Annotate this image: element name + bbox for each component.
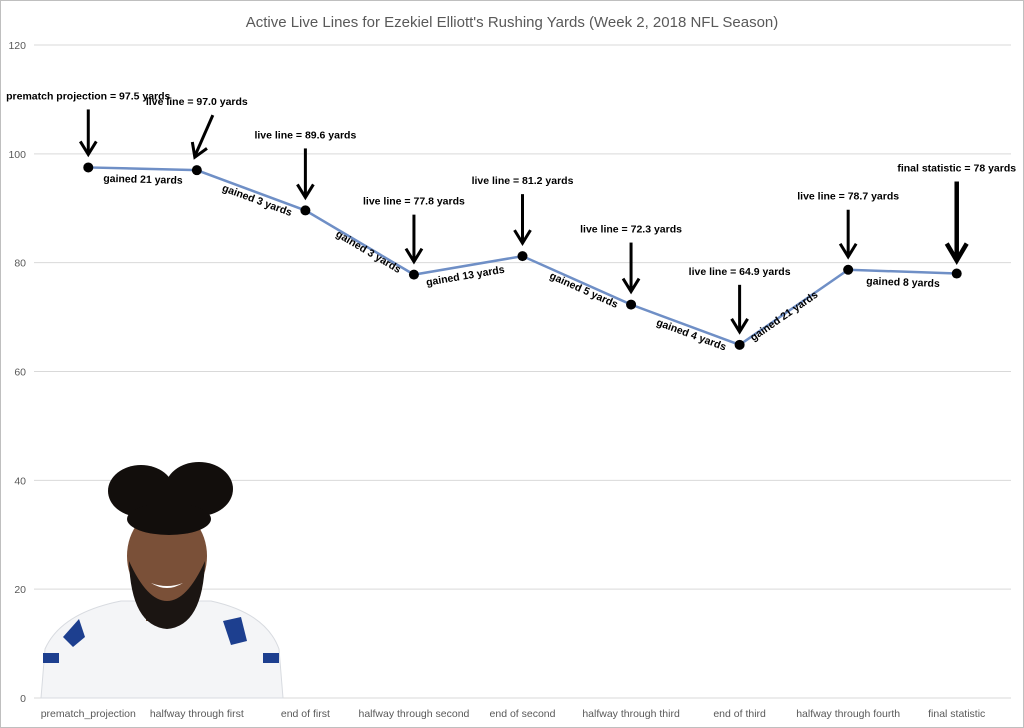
annotation-arrow-head [838, 242, 858, 260]
segment-label: gained 5 yards [548, 270, 620, 311]
point-label: live line = 89.6 yards [254, 129, 356, 141]
annotation-arrow-head [404, 247, 424, 265]
sleeve-stripe [43, 653, 59, 663]
jersey-number-shape [63, 619, 85, 647]
segment-label: gained 4 yards [655, 317, 728, 354]
jersey-number-shape [223, 617, 247, 645]
player-headshot-photo [40, 462, 284, 699]
x-axis-ticks: prematch_projection halfway through first… [41, 708, 986, 720]
y-tick-label: 0 [20, 693, 26, 705]
segment-label: gained 3 yards [220, 182, 293, 219]
x-tick-label: halfway through second [358, 708, 469, 720]
data-point [300, 205, 311, 216]
y-axis-ticks: 0 20 40 60 80 100 120 [8, 40, 26, 705]
x-tick-label: end of third [713, 708, 766, 720]
data-point [517, 251, 528, 262]
point-label: prematch projection = 97.5 yards [6, 90, 170, 102]
segment-label: gained 3 yards [334, 228, 404, 276]
segment-label: gained 13 yards [425, 264, 505, 289]
annotation-arrow-head [79, 140, 98, 158]
hair-shape [165, 462, 233, 516]
data-point [951, 268, 962, 279]
point-label: live line = 78.7 yards [797, 191, 899, 203]
data-point [191, 165, 202, 176]
y-tick-label: 120 [8, 40, 26, 52]
x-tick-label: end of first [281, 708, 330, 720]
y-tick-label: 60 [14, 367, 26, 379]
data-point [408, 269, 419, 280]
jersey-shape [40, 600, 284, 699]
beard-shape [129, 561, 205, 629]
point-label: live line = 64.9 yards [689, 266, 791, 278]
data-points [83, 162, 962, 350]
smile-shape [151, 583, 183, 588]
x-tick-label: end of second [490, 708, 556, 720]
point-label: live line = 97.0 yards [146, 96, 248, 108]
point-label: live line = 77.8 yards [363, 196, 465, 208]
annotation-arrow-head [621, 277, 641, 295]
annotation-arrow-head [190, 141, 208, 160]
data-point [626, 299, 637, 310]
annotation-arrow-head [730, 318, 749, 335]
annotation-arrows [79, 109, 969, 335]
chart-title: Active Live Lines for Ezekiel Elliott's … [246, 14, 779, 31]
data-point [83, 162, 94, 173]
annotation-arrow-head [513, 229, 532, 246]
x-tick-label: prematch_projection [41, 708, 136, 720]
point-label: live line = 81.2 yards [472, 175, 574, 187]
annotation-arrow-head [944, 242, 969, 265]
segment-label: gained 21 yards [748, 289, 820, 344]
y-tick-label: 80 [14, 258, 26, 270]
x-tick-label: halfway through fourth [796, 708, 900, 720]
x-tick-label: final statistic [928, 708, 985, 720]
sleeve-stripe [263, 653, 279, 663]
x-tick-label: halfway through first [150, 708, 244, 720]
annotation-arrow-shaft [193, 114, 215, 157]
x-tick-label: halfway through third [582, 708, 680, 720]
y-tick-label: 100 [8, 149, 26, 161]
data-point [734, 339, 745, 350]
point-label: live line = 72.3 yards [580, 224, 682, 236]
data-point [843, 264, 854, 275]
point-label: final statistic = 78 yards [897, 163, 1016, 175]
segment-label: gained 8 yards [866, 275, 940, 290]
y-tick-label: 40 [14, 475, 26, 487]
player-photo-figure [40, 462, 284, 699]
segment-label: gained 21 yards [103, 173, 183, 187]
hair-shape [127, 503, 211, 535]
annotation-arrow-head [296, 183, 315, 201]
y-tick-label: 20 [14, 584, 26, 596]
